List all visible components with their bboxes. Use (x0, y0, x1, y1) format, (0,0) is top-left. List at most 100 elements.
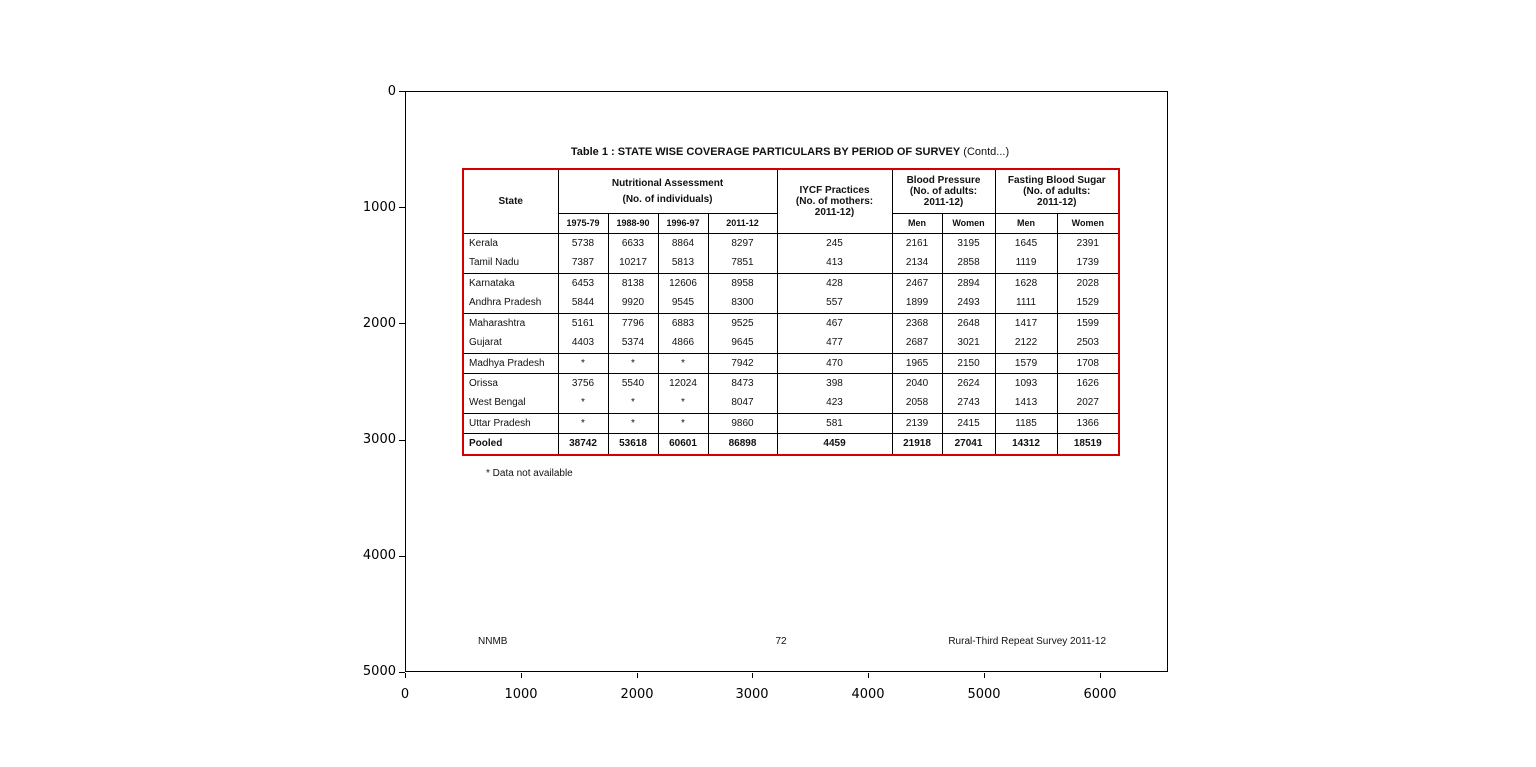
value-cell: 3195 (941, 233, 996, 253)
value-cell: 2743 (941, 393, 996, 413)
value-cell: 428 (776, 272, 893, 293)
value-cell: 5844 (557, 293, 609, 313)
fbs-line1: Fasting Blood Sugar (1007, 174, 1106, 186)
value-cell: 3756 (557, 372, 609, 393)
value-cell: 477 (776, 333, 893, 353)
value-cell: 8864 (657, 233, 709, 253)
value-cell: * (657, 393, 709, 413)
value-cell: 9920 (607, 293, 659, 313)
x-axis-tick-label: 3000 (735, 687, 769, 702)
value-cell: 1413 (994, 393, 1058, 413)
col-header-iycf: IYCF Practices (No. of mothers: 2011-12) (776, 168, 893, 234)
value-cell: 8138 (607, 272, 659, 293)
x-axis-tick-label: 1000 (504, 687, 538, 702)
bp-line1: Blood Pressure (906, 174, 981, 186)
table-row: Karnataka 6453 8138 12606 8958 428 2467 2894 162… (462, 272, 1120, 293)
col-header-bp-women: Women (941, 212, 996, 234)
header-row-groups: State Nutritional Assessment (No. of ind… (462, 168, 1120, 234)
col-header-fasting-blood-sugar: Fasting Blood Sugar (No. of adults: 2011… (994, 168, 1120, 214)
value-cell: 7942 (707, 352, 778, 373)
coverage-table: State Nutritional Assessment (No. of ind… (462, 168, 1121, 456)
state-name-cell: Pooled (462, 432, 559, 455)
x-axis-tick (752, 673, 753, 678)
value-cell: 2503 (1056, 333, 1120, 353)
value-cell: 14312 (994, 432, 1058, 455)
value-cell: 1899 (891, 293, 943, 313)
value-cell: 8300 (707, 293, 778, 313)
value-cell: 2467 (891, 272, 943, 293)
value-cell: 1417 (994, 312, 1058, 333)
y-axis-tick-label: 2000 (362, 316, 396, 331)
page-number: 72 (775, 636, 787, 647)
table-container: State Nutritional Assessment (No. of ind… (462, 168, 1121, 456)
value-cell: 9545 (657, 293, 709, 313)
value-cell: 9645 (707, 333, 778, 353)
value-cell: * (557, 412, 609, 433)
value-cell: 2028 (1056, 272, 1120, 293)
x-axis-tick-label: 0 (400, 687, 410, 702)
value-cell: 9860 (707, 412, 778, 433)
value-cell: 7796 (607, 312, 659, 333)
state-name-cell: Kerala (462, 233, 559, 253)
value-cell: 2415 (941, 412, 996, 433)
x-axis-tick (637, 673, 638, 678)
value-cell: 2858 (941, 253, 996, 273)
value-cell: 245 (776, 233, 893, 253)
col-header-year: 2011-12 (707, 212, 778, 234)
iycf-line2: (No. of mothers: (795, 195, 874, 207)
y-axis-tick-label: 4000 (362, 548, 396, 563)
value-cell: 21918 (891, 432, 943, 455)
value-cell: 53618 (607, 432, 659, 455)
table-header: State Nutritional Assessment (No. of ind… (462, 168, 1120, 234)
value-cell: 2687 (891, 333, 943, 353)
value-cell: 581 (776, 412, 893, 433)
table-row: Kerala 5738 6633 8864 8297 245 2161 3195 1645 239… (462, 233, 1120, 253)
value-cell: * (607, 393, 659, 413)
value-cell: 8473 (707, 372, 778, 393)
state-name-cell: Karnataka (462, 272, 559, 293)
value-cell: 4459 (776, 432, 893, 455)
value-cell: 1628 (994, 272, 1058, 293)
x-axis-tick-label: 6000 (1083, 687, 1117, 702)
value-cell: 1626 (1056, 372, 1120, 393)
header-row-sub: 1975-79 1988-90 1996-97 2011-12 Men Wome… (463, 212, 1120, 234)
value-cell: 8958 (707, 272, 778, 293)
x-axis-tick (984, 673, 985, 678)
state-name-cell: Andhra Pradesh (462, 293, 559, 313)
value-cell: 60601 (657, 432, 709, 455)
y-axis-tick-label: 5000 (362, 664, 396, 679)
value-cell: 2134 (891, 253, 943, 273)
value-cell: 1185 (994, 412, 1058, 433)
value-cell: 4866 (657, 333, 709, 353)
fbs-line2: (No. of adults: (1023, 185, 1091, 197)
value-cell: 6633 (607, 233, 659, 253)
y-axis-tick (399, 440, 405, 441)
value-cell: 9525 (707, 312, 778, 333)
value-cell: 6883 (657, 312, 709, 333)
x-axis-tick (1100, 673, 1101, 678)
x-axis-tick-label: 2000 (620, 687, 654, 702)
value-cell: 1529 (1056, 293, 1120, 313)
value-cell: 5161 (557, 312, 609, 333)
value-cell: 38742 (557, 432, 609, 455)
y-axis-tick-label: 3000 (362, 432, 396, 447)
table-row: Andhra Pradesh 5844 9920 9545 8300 557 1899 249… (462, 293, 1120, 313)
value-cell: 1579 (994, 352, 1058, 373)
footnote: * Data not available (486, 468, 573, 479)
value-cell: 413 (776, 253, 893, 273)
value-cell: 86898 (707, 432, 778, 455)
y-axis-tick (399, 672, 405, 673)
value-cell: 8047 (707, 393, 778, 413)
table-row: Tamil Nadu 7387 10217 5813 7851 413 2134 2858 11… (462, 253, 1120, 273)
y-axis-tick-label: 1000 (362, 200, 396, 215)
table-row: Madhya Pradesh * * * 7942 470 1965 2150 1579 1708 (462, 352, 1120, 373)
value-cell: 1645 (994, 233, 1058, 253)
col-header-blood-pressure: Blood Pressure (No. of adults: 2011-12) (891, 168, 996, 214)
x-axis-tick (521, 673, 522, 678)
state-name-cell: Maharashtra (462, 312, 559, 333)
state-name-cell: West Bengal (462, 393, 559, 413)
state-name-cell: Uttar Pradesh (462, 412, 559, 433)
value-cell: 2493 (941, 293, 996, 313)
iycf-line1: IYCF Practices (799, 184, 870, 196)
value-cell: 2040 (891, 372, 943, 393)
